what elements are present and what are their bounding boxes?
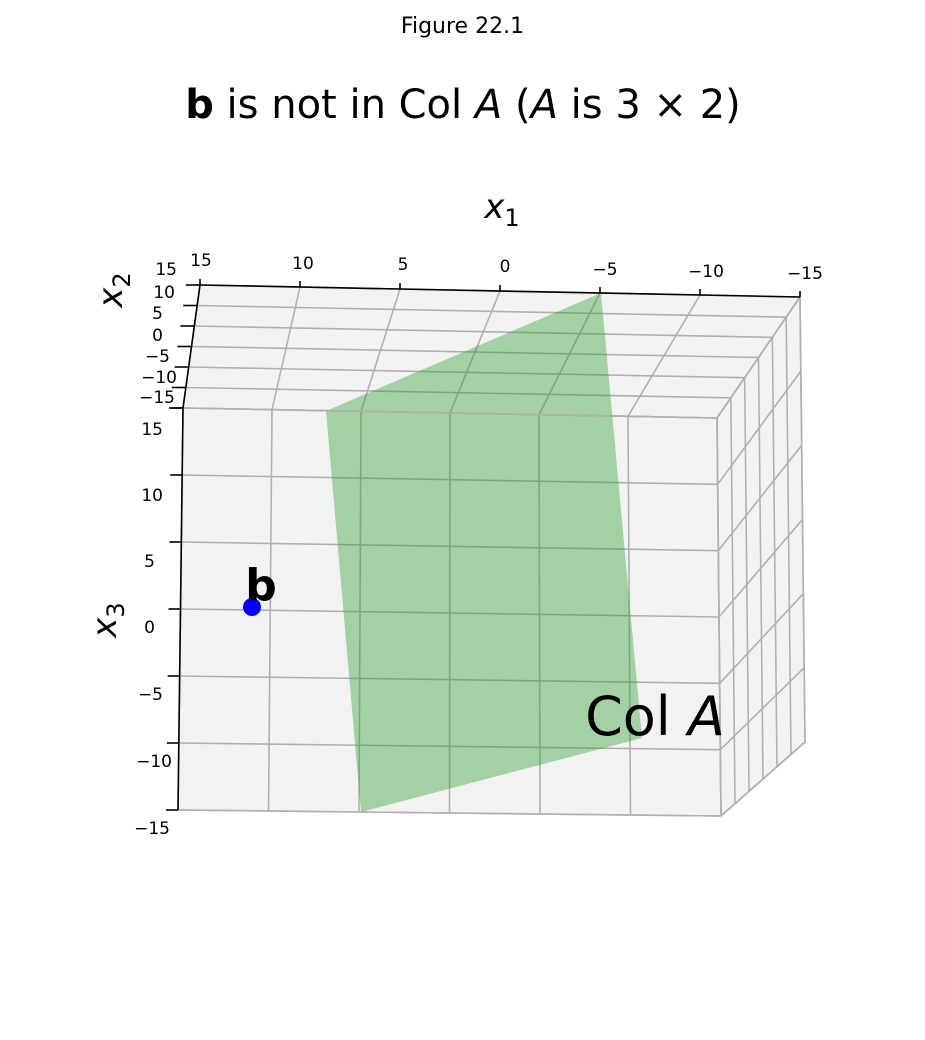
x2-tick-label: 10 xyxy=(153,283,175,303)
col-a-label: Col A xyxy=(585,685,725,748)
point-b-label: b xyxy=(245,560,277,611)
x2-tick-label: 15 xyxy=(155,260,177,280)
x1-tick-label: 0 xyxy=(500,257,511,277)
x2-tick-label: −15 xyxy=(139,388,175,408)
grid-line-x3 xyxy=(182,474,718,486)
box-edges xyxy=(177,294,806,817)
title-matrix2: A xyxy=(528,82,558,128)
title-middle: is not in Col xyxy=(214,82,475,128)
grid-line-x2-side xyxy=(771,337,778,767)
window-title: Figure 22.1 xyxy=(400,14,525,39)
chart-title: b is not in Col A (A is 3 × 2) xyxy=(185,82,741,128)
x1-tick-label: 10 xyxy=(292,254,314,274)
grid-line-x2-side xyxy=(730,397,736,804)
x1-tick-label: 5 xyxy=(398,255,409,275)
x3-tick-label: 5 xyxy=(144,552,155,572)
col-a-plane xyxy=(326,293,642,812)
x3-tick-label: 10 xyxy=(141,486,163,506)
grid-line-x2 xyxy=(194,325,773,339)
x2-axis-label: x2 xyxy=(91,272,136,308)
x2-tick-label: −10 xyxy=(141,368,177,388)
x1-tick-label: −5 xyxy=(592,260,617,280)
x3-tick-label: −5 xyxy=(138,685,163,705)
x2-tick-label: −5 xyxy=(145,347,170,367)
x3-tick-label: −10 xyxy=(136,752,172,772)
x3-tick-label: 15 xyxy=(141,420,163,440)
x3-axis-label: x3 xyxy=(85,602,130,638)
grid-line-x2-side xyxy=(785,317,792,755)
grid-line-x2 xyxy=(197,304,787,318)
title-vector: b xyxy=(185,82,214,128)
title-shape: is 3 × 2) xyxy=(558,82,741,128)
grid-line-x3 xyxy=(181,541,719,552)
x2-tick-label: 5 xyxy=(152,304,163,324)
grid-line-x2 xyxy=(188,366,745,379)
x1-axis-label: x1 xyxy=(483,187,519,232)
top-pane xyxy=(183,285,800,418)
x3-tick-label: −15 xyxy=(134,819,170,839)
grid-line-x2 xyxy=(185,386,731,399)
x1-tick-label: 15 xyxy=(190,251,212,271)
title-open: ( xyxy=(502,82,530,128)
x3-tick-label: 0 xyxy=(144,618,155,638)
grid-line-x2 xyxy=(191,345,759,359)
grid-line-x3 xyxy=(180,608,720,618)
grid-line-x3 xyxy=(179,675,720,685)
x2-tick-label: 0 xyxy=(152,326,163,346)
tick-marks xyxy=(166,279,801,811)
grid-line-x2-side xyxy=(743,377,750,792)
grid-line-x3 xyxy=(178,742,721,751)
title-matrix: A xyxy=(472,82,502,128)
x1-tick-label: −10 xyxy=(688,262,724,282)
grid-line-x2-side xyxy=(757,357,764,780)
x1-tick-label: −15 xyxy=(787,264,823,284)
point-b xyxy=(243,598,261,616)
